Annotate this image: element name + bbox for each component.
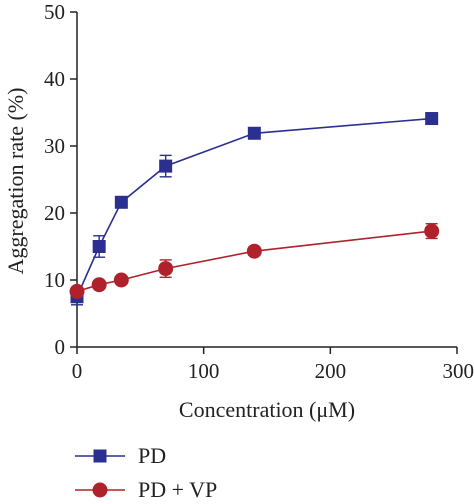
- y-tick-label: 20: [44, 201, 65, 225]
- data-point: [113, 272, 129, 288]
- data-point: [158, 261, 174, 277]
- y-tick-label: 50: [44, 0, 65, 24]
- legend-item-pd-vp: PD + VP: [75, 477, 217, 502]
- data-point: [246, 243, 262, 259]
- series-line: [76, 117, 432, 298]
- data-point: [159, 159, 173, 173]
- y-axis: 0 10 20 30 40 50: [44, 0, 78, 359]
- x-tick-label: 100: [188, 359, 220, 383]
- x-axis-title: Concentration (μM): [179, 397, 355, 422]
- data-point: [114, 195, 128, 209]
- data-point: [424, 223, 440, 239]
- y-tick-label: 0: [55, 335, 66, 359]
- x-tick-label: 0: [72, 359, 83, 383]
- x-tick-label: 200: [315, 359, 347, 383]
- legend-label: PD + VP: [138, 477, 217, 502]
- y-tick-label: 10: [44, 268, 65, 292]
- series-pd-vp: [69, 223, 440, 299]
- data-point: [92, 240, 106, 253]
- data-point: [247, 126, 261, 140]
- data-point: [425, 112, 439, 126]
- data-point: [91, 277, 107, 293]
- data-point: [69, 283, 85, 299]
- legend-marker: [92, 482, 108, 498]
- y-tick-label: 40: [44, 67, 65, 91]
- legend-label: PD: [138, 443, 166, 468]
- x-axis: 0 100 200 300: [72, 346, 474, 383]
- legend-item-pd: PD: [75, 443, 166, 468]
- series-line: [76, 230, 432, 293]
- legend: PD PD + VP: [75, 443, 217, 502]
- x-tick-label: 300: [443, 359, 474, 383]
- y-tick-label: 30: [44, 134, 65, 158]
- y-axis-title: Aggregation rate (%): [3, 88, 28, 275]
- legend-marker: [93, 449, 107, 463]
- series-layer: [69, 112, 440, 306]
